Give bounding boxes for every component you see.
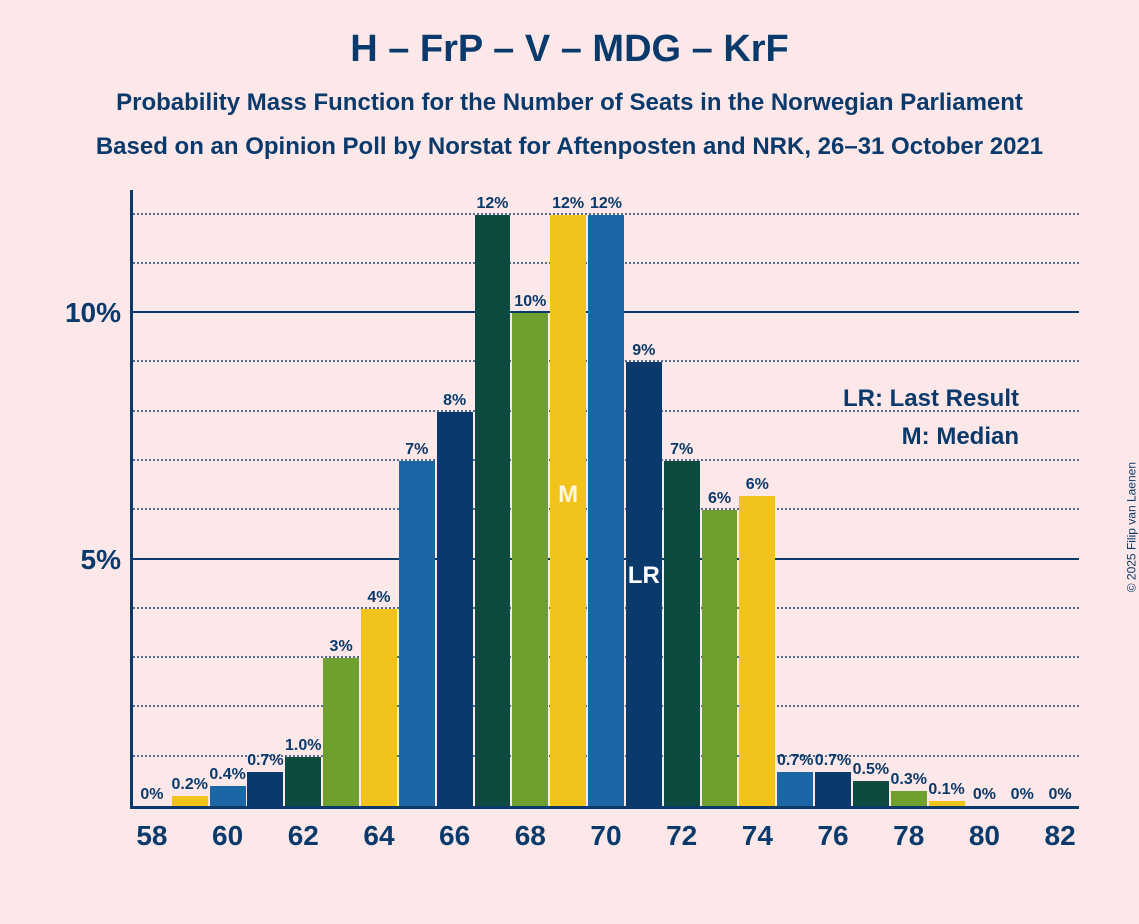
bar-value-label: 0.3%: [890, 771, 926, 789]
x-axis-label: 82: [1045, 820, 1076, 852]
bar-value-label: 0.7%: [247, 752, 283, 770]
x-axis-label: 68: [515, 820, 546, 852]
bar: 8%: [437, 412, 473, 806]
bar: 0.7%: [777, 772, 813, 806]
x-axis-label: 80: [969, 820, 1000, 852]
bar-value-label: 9%: [632, 342, 655, 360]
bar: 9%LR: [626, 362, 662, 806]
bar: 0.3%: [891, 791, 927, 806]
bar-value-label: 0.7%: [815, 752, 851, 770]
bar: 7%: [399, 461, 435, 806]
bar-value-label: 3%: [330, 638, 353, 656]
bar-value-label: 6%: [746, 476, 769, 494]
chart-subtitle-1: Probability Mass Function for the Number…: [0, 71, 1139, 117]
chart-subtitle-2: Based on an Opinion Poll by Norstat for …: [0, 117, 1139, 161]
bar: 0.2%: [172, 796, 208, 806]
bar-value-label: 0.2%: [172, 776, 208, 794]
x-axis-label: 78: [893, 820, 924, 852]
x-axis-label: 74: [742, 820, 773, 852]
bar-value-label: 10%: [514, 293, 546, 311]
bar: 7%: [664, 461, 700, 806]
bar: 12%M: [550, 215, 586, 806]
y-axis-label: 10%: [65, 297, 121, 329]
bar: 0.1%: [929, 801, 965, 806]
bar: 12%: [588, 215, 624, 806]
bar: 10%: [512, 313, 548, 806]
bar-inner-label: LR: [628, 562, 660, 590]
x-axis-label: 62: [288, 820, 319, 852]
chart-title: H – FrP – V – MDG – KrF: [0, 0, 1139, 71]
bar: 0.7%: [815, 772, 851, 806]
bar-value-label: 0%: [140, 786, 163, 804]
bar-value-label: 0%: [973, 786, 996, 804]
bar-value-label: 0%: [1011, 786, 1034, 804]
chart-area: LR: Last Result M: Median 0%0.2%0.4%0.7%…: [60, 190, 1079, 864]
bar-value-label: 8%: [443, 392, 466, 410]
bar: 0.4%: [210, 786, 246, 806]
bar: 6%: [739, 496, 775, 806]
bar-value-label: 1.0%: [285, 737, 321, 755]
x-axis-label: 72: [666, 820, 697, 852]
bar-value-label: 0%: [1049, 786, 1072, 804]
bar-value-label: 4%: [367, 589, 390, 607]
x-axis-label: 60: [212, 820, 243, 852]
bar: 4%: [361, 609, 397, 806]
bar-value-label: 0.4%: [209, 766, 245, 784]
x-axis-label: 70: [590, 820, 621, 852]
copyright: © 2025 Filip van Laenen: [1124, 462, 1138, 592]
x-axis-label: 64: [363, 820, 394, 852]
bar-value-label: 6%: [708, 490, 731, 508]
bar: 0.5%: [853, 781, 889, 806]
bar-value-label: 7%: [405, 441, 428, 459]
x-axis-label: 76: [817, 820, 848, 852]
x-axis-label: 58: [136, 820, 167, 852]
bar-value-label: 12%: [476, 195, 508, 213]
plot-area: 0%0.2%0.4%0.7%1.0%3%4%7%8%12%10%12%M12%9…: [130, 190, 1079, 809]
y-axis-label: 5%: [81, 544, 121, 576]
bars-container: 0%0.2%0.4%0.7%1.0%3%4%7%8%12%10%12%M12%9…: [133, 190, 1079, 806]
bar-inner-label: M: [558, 481, 578, 509]
bar: 3%: [323, 658, 359, 806]
bar-value-label: 0.5%: [853, 761, 889, 779]
bar: 0.7%: [247, 772, 283, 806]
bar-value-label: 7%: [670, 441, 693, 459]
x-axis-label: 66: [439, 820, 470, 852]
bar-value-label: 0.1%: [928, 781, 964, 799]
bar-value-label: 0.7%: [777, 752, 813, 770]
bar-value-label: 12%: [590, 195, 622, 213]
bar: 12%: [475, 215, 511, 806]
bar: 6%: [702, 510, 738, 806]
bar: 1.0%: [285, 757, 321, 806]
bar-value-label: 12%: [552, 195, 584, 213]
